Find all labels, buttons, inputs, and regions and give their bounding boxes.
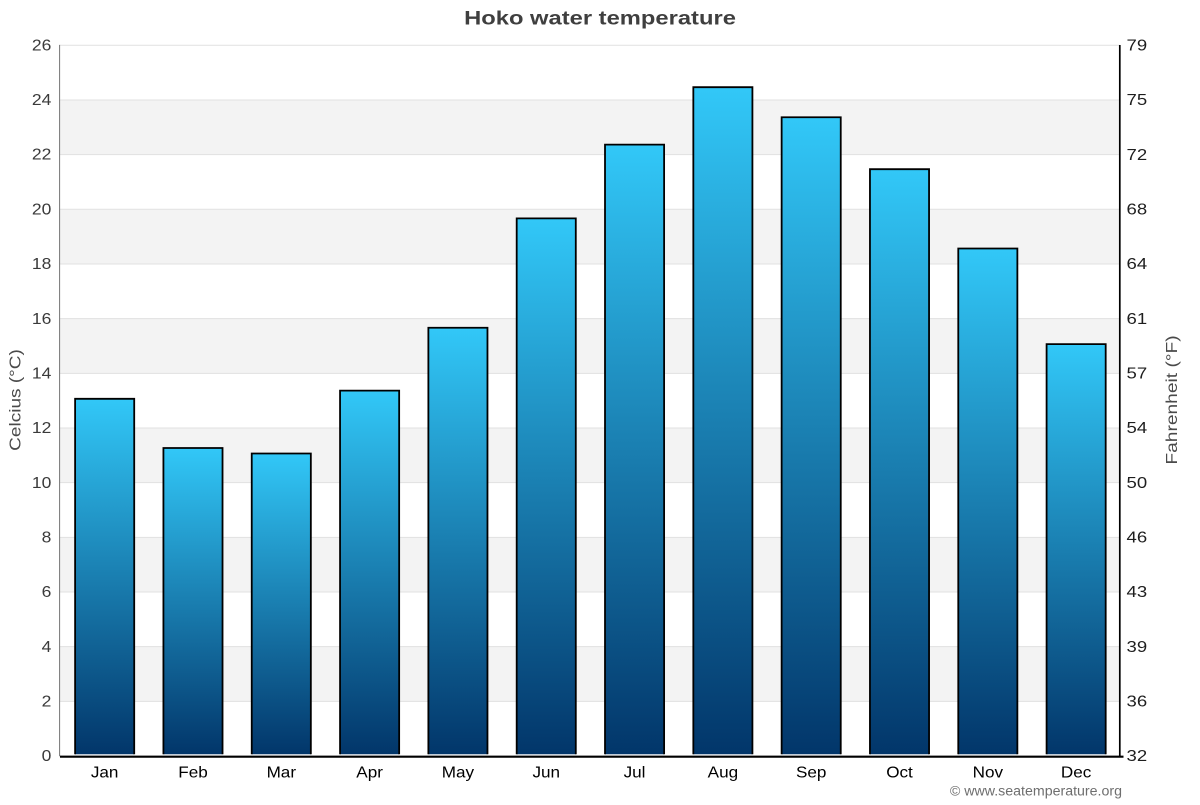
svg-text:Feb: Feb: [178, 763, 207, 781]
svg-text:Hoko water temperature: Hoko water temperature: [464, 8, 736, 29]
svg-text:26: 26: [32, 36, 51, 54]
svg-text:Jul: Jul: [624, 763, 646, 781]
svg-text:50: 50: [1127, 473, 1148, 491]
svg-text:12: 12: [32, 419, 51, 437]
svg-text:46: 46: [1127, 528, 1148, 546]
svg-text:61: 61: [1127, 309, 1148, 327]
svg-text:72: 72: [1127, 145, 1148, 163]
svg-text:14: 14: [32, 364, 51, 382]
svg-text:Oct: Oct: [886, 763, 913, 781]
svg-text:0: 0: [42, 747, 52, 765]
svg-text:4: 4: [42, 638, 52, 656]
svg-text:Mar: Mar: [267, 763, 297, 781]
svg-text:18: 18: [32, 255, 51, 273]
svg-text:32: 32: [1127, 746, 1148, 764]
svg-text:39: 39: [1127, 637, 1148, 655]
svg-text:6: 6: [42, 583, 52, 601]
svg-text:24: 24: [32, 91, 51, 109]
svg-text:57: 57: [1127, 364, 1148, 382]
svg-text:79: 79: [1127, 36, 1148, 54]
svg-text:Nov: Nov: [973, 763, 1004, 781]
svg-text:Aug: Aug: [708, 763, 738, 781]
svg-text:Apr: Apr: [356, 763, 383, 781]
svg-text:Sep: Sep: [796, 763, 826, 781]
svg-text:Dec: Dec: [1061, 763, 1091, 781]
svg-text:Jun: Jun: [532, 763, 560, 781]
svg-text:10: 10: [32, 474, 51, 492]
svg-text:75: 75: [1127, 90, 1148, 108]
svg-text:20: 20: [32, 200, 51, 218]
svg-text:22: 22: [32, 146, 51, 164]
svg-text:16: 16: [32, 310, 51, 328]
svg-text:68: 68: [1127, 200, 1148, 218]
svg-text:© www.seatemperature.org: © www.seatemperature.org: [950, 784, 1122, 800]
svg-text:54: 54: [1127, 418, 1148, 436]
svg-text:64: 64: [1127, 254, 1148, 272]
svg-text:2: 2: [42, 692, 52, 710]
svg-text:May: May: [442, 763, 475, 781]
svg-text:8: 8: [42, 528, 52, 546]
svg-text:43: 43: [1127, 582, 1148, 600]
svg-text:36: 36: [1127, 692, 1148, 710]
svg-text:Celcius (°C): Celcius (°C): [6, 349, 24, 451]
svg-text:Jan: Jan: [91, 763, 119, 781]
svg-text:Fahrenheit (°F): Fahrenheit (°F): [1163, 335, 1181, 464]
